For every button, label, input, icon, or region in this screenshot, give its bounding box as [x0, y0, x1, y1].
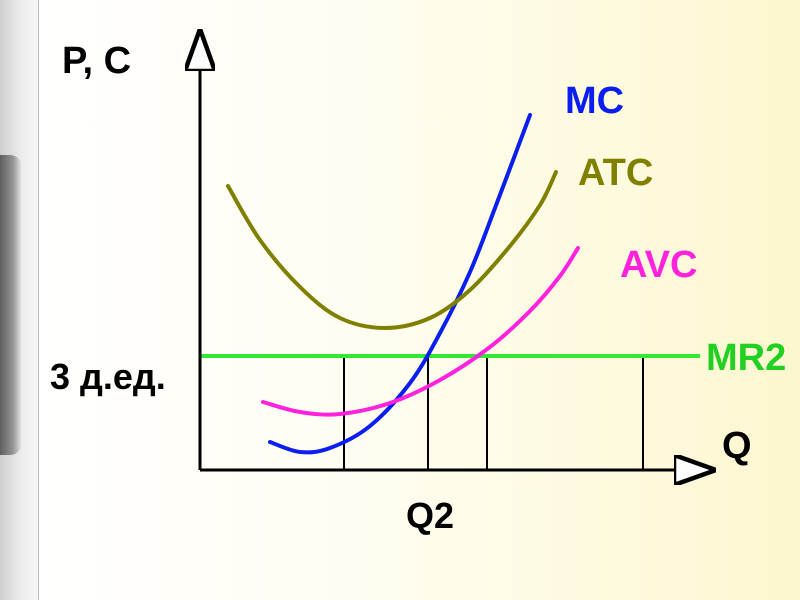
quantity-guide-lines — [343, 356, 644, 470]
axes — [200, 35, 710, 470]
mc-curve — [268, 113, 532, 455]
series-label-atc: ATC — [578, 152, 653, 194]
y-axis-label: P, C — [62, 40, 131, 82]
x-axis-label: Q — [722, 425, 752, 467]
series-label-avc: AVC — [620, 244, 697, 286]
slide-edge-shadow — [0, 155, 22, 455]
quantity-q2-label: Q2 — [406, 495, 454, 536]
atc-curve — [226, 170, 558, 331]
series-label-mr2: MR2 — [706, 337, 786, 379]
cost-curves — [226, 113, 580, 455]
price-label: 3 д.ед. — [50, 356, 166, 397]
avc-curve — [261, 246, 580, 417]
slide-background — [38, 0, 800, 600]
series-label-mc: MC — [565, 80, 624, 122]
